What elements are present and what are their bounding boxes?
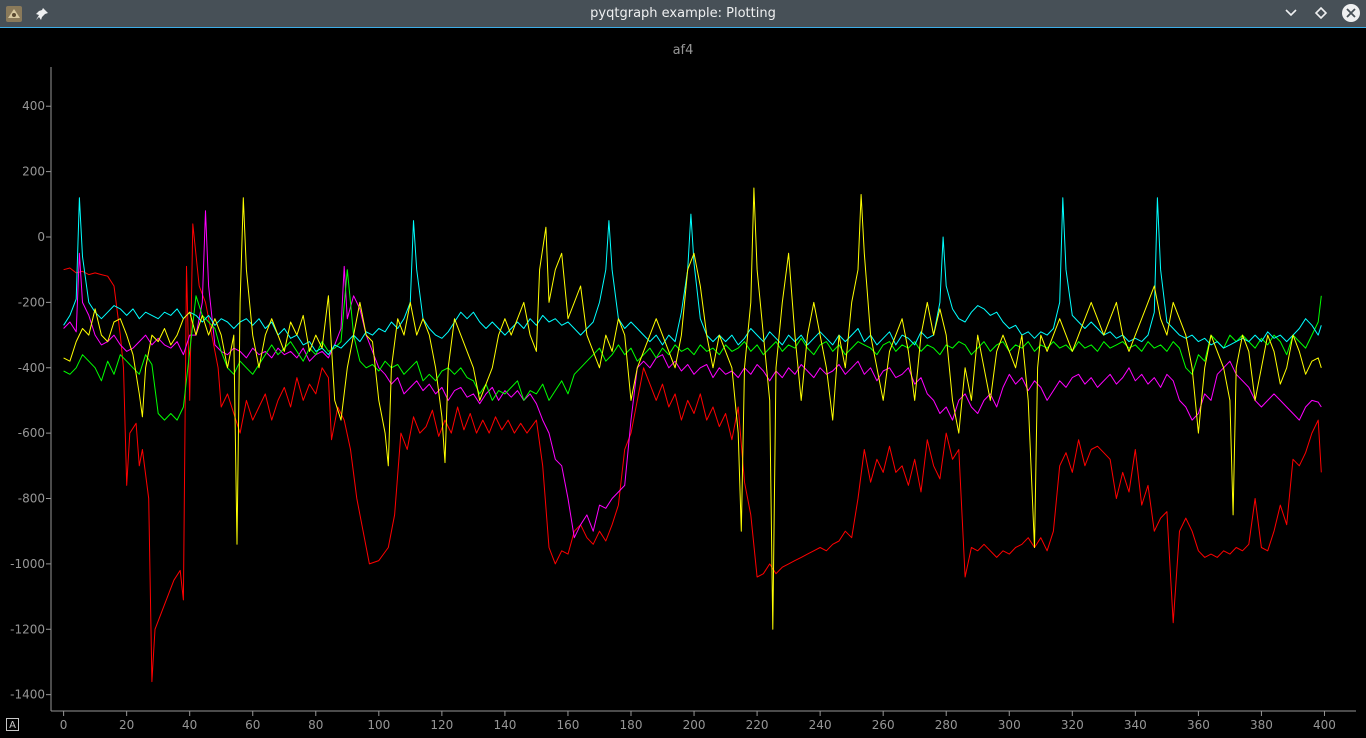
x-tick-label: 320: [1061, 718, 1084, 732]
y-tick-label: 200: [22, 165, 45, 179]
x-tick-label: 220: [746, 718, 769, 732]
close-icon[interactable]: [1340, 2, 1362, 24]
x-tick-label: 120: [430, 718, 453, 732]
y-tick-label: -1400: [10, 688, 45, 702]
pin-icon[interactable]: [31, 3, 53, 25]
x-tick-label: 40: [182, 718, 197, 732]
x-tick-label: 0: [60, 718, 68, 732]
y-tick-label: 0: [37, 230, 45, 244]
app-icon[interactable]: [3, 3, 25, 25]
series-line-5: [63, 187, 1322, 630]
x-tick-label: 20: [119, 718, 134, 732]
window-titlebar[interactable]: pyqtgraph example: Plotting: [0, 0, 1366, 28]
maximize-icon[interactable]: [1310, 2, 1332, 24]
y-tick-label: -200: [18, 295, 45, 309]
x-tick-label: 400: [1313, 718, 1336, 732]
window-title: pyqtgraph example: Plotting: [590, 6, 776, 21]
x-tick-label: 200: [683, 718, 706, 732]
x-tick-label: 240: [809, 718, 832, 732]
series-line-4: [63, 197, 1322, 356]
auto-range-button[interactable]: A: [6, 718, 19, 731]
x-tick-label: 180: [620, 718, 643, 732]
x-tick-label: 80: [308, 718, 323, 732]
line-chart[interactable]: 400 200 0 -200 -400 -600 -800 -1000 -1200 -1400 0 2…: [0, 29, 1366, 738]
y-tick-label: -800: [18, 492, 45, 506]
x-tick-label: 60: [245, 718, 260, 732]
series-line-1: [63, 223, 1322, 683]
y-tick-label: -1200: [10, 622, 45, 636]
chart-title: af4: [672, 43, 694, 58]
x-tick-label: 260: [872, 718, 895, 732]
x-tick-label: 280: [935, 718, 958, 732]
y-tick-label: -400: [18, 361, 45, 375]
x-tick-label: 100: [367, 718, 390, 732]
series-line-2: [63, 210, 1322, 539]
series-line-3: [63, 269, 1322, 421]
y-tick-label: -1000: [10, 557, 45, 571]
x-tick-label: 360: [1187, 718, 1210, 732]
x-tick-label: 140: [493, 718, 516, 732]
minimize-icon[interactable]: [1280, 2, 1302, 24]
y-tick-label: 400: [22, 99, 45, 113]
x-tick-label: 340: [1124, 718, 1147, 732]
x-tick-label: 160: [557, 718, 580, 732]
y-tick-label: -600: [18, 426, 45, 440]
plot-area[interactable]: af4 400 200 0 -200 -400 -600 -800 -1000 -1200 -14…: [0, 29, 1366, 738]
x-tick-label: 300: [998, 718, 1021, 732]
x-tick-label: 380: [1250, 718, 1273, 732]
